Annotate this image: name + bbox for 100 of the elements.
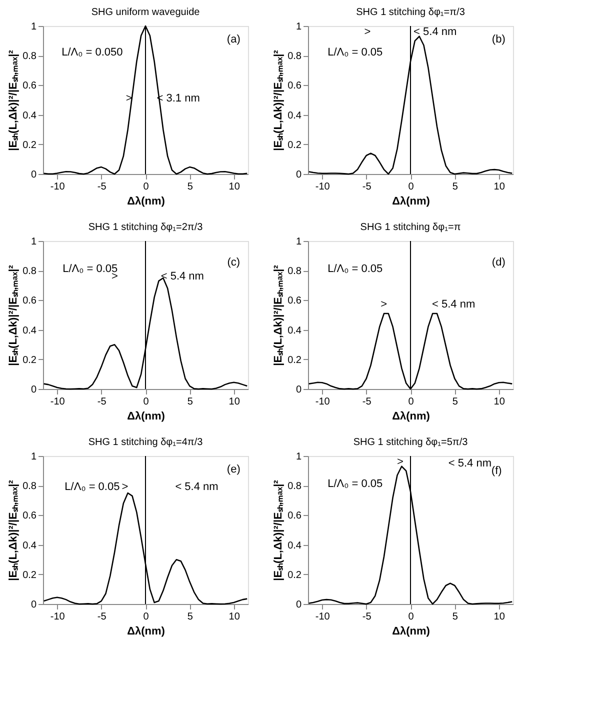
annotation: L/Λ₀ = 0.05 — [328, 263, 383, 276]
annotation: < 5.4 nm — [175, 481, 218, 494]
x-tick-label: -10 — [315, 182, 330, 192]
y-tick-label: 0.4 — [22, 110, 37, 122]
y-tick-label: 1 — [296, 452, 302, 462]
x-tick-label: -5 — [362, 396, 372, 408]
y-tick-label: 0.4 — [288, 110, 302, 122]
chart-title: SHG 1 stitching δφ₁=π/3 — [356, 7, 466, 18]
x-tick-label: 10 — [494, 396, 506, 408]
x-tick-label: 0 — [408, 612, 414, 622]
x-tick-label: 5 — [187, 182, 194, 192]
y-tick-label: 0 — [296, 384, 302, 396]
annotation: (f) — [491, 464, 502, 477]
annotation: L/Λ₀ = 0.05 — [328, 46, 383, 59]
y-tick-label: 1 — [30, 236, 37, 248]
x-tick-label: 5 — [452, 396, 458, 408]
y-tick-label: 0.2 — [22, 570, 37, 581]
annotation: > — [364, 26, 371, 38]
y-tick-label: 0 — [30, 170, 37, 180]
x-tick-label: 0 — [408, 396, 414, 408]
annotation: (b) — [492, 33, 506, 46]
chart-title: SHG 1 stitching δφ₁=π — [360, 222, 461, 233]
annotation: (d) — [492, 256, 506, 268]
y-axis-title: |Eₛₕ(L,Δk)|²/|Eₛₕ,ₘₐₓ|² — [272, 480, 285, 581]
chart-title: SHG 1 stitching δφ₁=4π/3 — [88, 437, 204, 448]
y-tick-label: 0.2 — [288, 140, 302, 151]
x-tick-label: 5 — [187, 396, 194, 408]
annotation: < 5.4 nm — [432, 298, 476, 311]
x-tick-label: -5 — [97, 612, 107, 622]
annotation: L/Λ₀ = 0.050 — [62, 46, 123, 59]
x-tick-label: -10 — [50, 396, 66, 408]
y-tick-label: 0.6 — [22, 510, 37, 522]
chart-title: SHG 1 stitching δφ₁=2π/3 — [88, 222, 204, 233]
x-axis-title: Δλ(nm) — [127, 196, 166, 208]
annotation: < 5.4 nm — [160, 270, 204, 283]
annotation: > — [126, 92, 132, 105]
y-tick-label: 0.2 — [22, 354, 37, 366]
x-tick-label: -5 — [97, 182, 107, 192]
y-tick-label: 0.2 — [288, 570, 302, 581]
x-tick-label: 10 — [494, 612, 506, 622]
annotation: < 5.4 nm — [448, 457, 492, 470]
y-tick-label: 1 — [296, 236, 302, 248]
x-tick-label: -10 — [50, 612, 66, 622]
y-tick-label: 0.6 — [22, 296, 37, 307]
x-tick-label: 5 — [452, 182, 458, 192]
x-tick-label: 0 — [408, 182, 414, 192]
y-tick-label: 0.8 — [288, 51, 302, 62]
y-tick-label: 0.4 — [22, 325, 37, 336]
y-tick-label: 0.4 — [22, 540, 37, 552]
x-tick-label: -10 — [50, 182, 66, 192]
y-tick-label: 0.6 — [22, 80, 37, 92]
annotation: (a) — [226, 33, 240, 46]
y-tick-label: 0.8 — [22, 51, 37, 62]
y-tick-label: 0.6 — [288, 510, 302, 522]
y-tick-label: 0.2 — [22, 140, 37, 151]
y-tick-label: 1 — [30, 452, 37, 462]
x-tick-label: 0 — [143, 396, 150, 408]
x-axis-title: Δλ(nm) — [392, 626, 430, 638]
annotation: > — [380, 298, 388, 311]
x-tick-label: 5 — [452, 612, 458, 622]
y-tick-label: 1 — [30, 22, 37, 32]
x-tick-label: 5 — [187, 612, 194, 622]
y-tick-label: 1 — [296, 22, 302, 32]
annotation: > — [397, 456, 404, 468]
y-tick-label: 0.2 — [288, 354, 302, 366]
y-tick-label: 0.4 — [288, 325, 302, 336]
chart-title: SHG 1 stitching δφ₁=5π/3 — [353, 437, 468, 448]
y-tick-label: 0.8 — [22, 266, 37, 278]
y-axis-title: |Eₛₕ(L,Δk)|²/|Eₛₕ,ₘₐₓ|² — [272, 50, 285, 151]
x-tick-label: -5 — [362, 182, 372, 192]
x-tick-label: 10 — [228, 396, 240, 408]
annotation: L/Λ₀ = 0.05 — [64, 481, 120, 494]
chart-title: SHG uniform waveguide — [91, 7, 200, 18]
x-tick-label: 0 — [143, 182, 150, 192]
x-axis-title: Δλ(nm) — [127, 626, 166, 638]
y-tick-label: 0.4 — [288, 540, 302, 552]
y-tick-label: 0.8 — [288, 481, 302, 492]
y-tick-label: 0.6 — [288, 296, 302, 307]
y-axis-title: |Eₛₕ(L,Δk)|²/|Eₛₕ,ₘₐₓ|² — [8, 50, 20, 151]
y-tick-label: 0.8 — [288, 266, 302, 278]
x-tick-label: 10 — [228, 182, 240, 192]
x-tick-label: 0 — [143, 612, 150, 622]
x-tick-label: 10 — [228, 612, 240, 622]
x-tick-label: -10 — [315, 396, 330, 408]
y-axis-title: |Eₛₕ(L,Δk)|²/|Eₛₕ,ₘₐₓ|² — [8, 480, 20, 581]
x-axis-title: Δλ(nm) — [127, 410, 166, 422]
y-tick-label: 0 — [296, 600, 302, 610]
x-tick-label: -5 — [97, 396, 107, 408]
annotation: > — [122, 481, 128, 494]
y-tick-label: 0.8 — [22, 481, 37, 492]
x-tick-label: 10 — [494, 182, 506, 192]
y-tick-label: 0 — [30, 600, 37, 610]
y-axis-title: |Eₛₕ(L,Δk)|²/|Eₛₕ,ₘₐₓ|² — [272, 264, 285, 366]
annotation: (c) — [227, 256, 240, 268]
x-axis-title: Δλ(nm) — [392, 410, 430, 422]
y-tick-label: 0 — [30, 384, 37, 396]
x-tick-label: -10 — [315, 612, 330, 622]
y-axis-title: |Eₛₕ(L,Δk)|²/|Eₛₕ,ₘₐₓ|² — [8, 264, 20, 366]
annotation: (e) — [226, 463, 240, 476]
y-tick-label: 0 — [296, 170, 302, 180]
